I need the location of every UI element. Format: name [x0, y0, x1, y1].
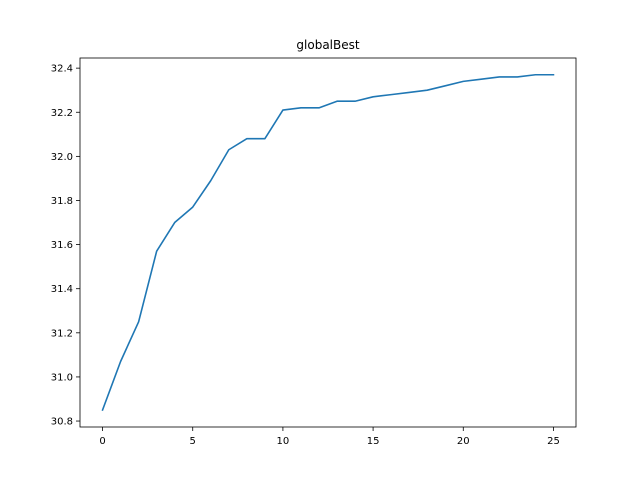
axes-layer: 0 5 10 15 20 25 30.8 31.0 31.2 31.4 31.6 31.8 32.0 32…: [51, 57, 577, 447]
x-tick-label: 15: [367, 436, 380, 447]
y-tick-label: 32.2: [51, 108, 73, 119]
y-tick-label: 31.8: [51, 196, 73, 207]
y-tick-label: 31.2: [51, 328, 73, 339]
x-tick-label: 20: [457, 436, 470, 447]
y-tick-label: 31.0: [51, 372, 73, 383]
x-tick-label: 0: [99, 436, 105, 447]
y-tick-label: 30.8: [51, 417, 73, 428]
x-tick-label: 25: [547, 436, 560, 447]
x-tick-label: 5: [190, 436, 196, 447]
chart-title: globalBest: [296, 38, 359, 52]
y-tick-label: 31.6: [51, 240, 73, 251]
plot-frame: [79, 57, 577, 428]
y-tick-label: 32.0: [51, 152, 73, 163]
y-tick-label: 31.4: [51, 284, 73, 295]
series-layer: [101, 73, 555, 412]
x-tick-label: 10: [277, 436, 290, 447]
y-tick-label: 32.4: [51, 64, 73, 75]
series-line-0: [101, 73, 555, 412]
